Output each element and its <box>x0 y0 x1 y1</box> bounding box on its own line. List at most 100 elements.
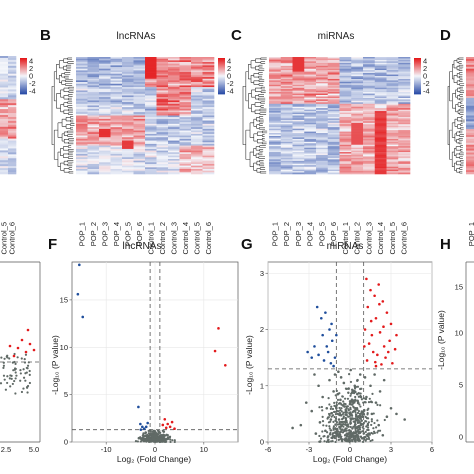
heatmap-cell <box>269 87 282 90</box>
heatmap-cell <box>363 125 376 128</box>
heatmap-cell <box>374 93 387 96</box>
heatmap-cell <box>327 74 340 77</box>
heatmap-cell <box>179 128 192 131</box>
heatmap-cell <box>304 133 317 135</box>
heatmap-cell <box>191 68 203 71</box>
heatmap-cell <box>466 109 474 112</box>
heatmap-cell <box>87 140 100 143</box>
data-point-ns <box>28 381 32 385</box>
heatmap-cell <box>327 146 340 148</box>
heatmap-cell <box>110 172 123 175</box>
heatmap-cell <box>374 92 387 94</box>
heatmap-cell <box>168 87 180 90</box>
heatmap-cell <box>398 131 411 134</box>
heatmap-cell <box>280 130 293 132</box>
heatmap-cell <box>145 127 157 130</box>
heatmap-cell <box>386 147 399 150</box>
data-point-ns <box>344 427 347 430</box>
heatmap-cell <box>145 100 157 103</box>
heatmap-cell <box>398 127 411 129</box>
heatmap-cell <box>292 115 305 118</box>
heatmap-cell <box>168 57 180 59</box>
heatmap-cell <box>374 103 387 106</box>
data-point-ns <box>166 433 169 437</box>
data-point-ns <box>321 430 324 433</box>
heatmap-cell <box>87 147 100 150</box>
data-point-up <box>373 294 376 298</box>
heatmap-cell <box>99 132 111 135</box>
data-point-up <box>381 300 385 303</box>
heatmap-cell <box>191 153 203 156</box>
heatmap-cell <box>122 142 134 145</box>
legend-swatch <box>20 76 27 78</box>
heatmap-cell <box>280 106 293 109</box>
heatmap-cell <box>398 95 411 97</box>
heatmap-cell <box>316 108 329 110</box>
heatmap-b-column-labels: POP_1 POP_2 POP_3 POP_4 POP_5 POP_6 Control_1 C… <box>77 222 213 255</box>
heatmap-cell <box>8 75 17 78</box>
heatmap-cell <box>76 148 88 151</box>
heatmap-cell <box>133 143 146 146</box>
heatmap-cell <box>327 152 340 154</box>
heatmap-cell <box>133 110 146 113</box>
heatmap-cell <box>339 59 352 62</box>
heatmap-cell <box>76 107 88 110</box>
data-point-down <box>320 316 323 320</box>
data-point-ns <box>345 387 348 391</box>
data-point-ns <box>362 432 365 435</box>
heatmap-cell <box>76 143 88 146</box>
heatmap-cell <box>386 102 399 105</box>
heatmap-cell <box>99 172 111 175</box>
heatmap-cell <box>363 165 376 167</box>
heatmap-cell <box>87 148 100 151</box>
heatmap-cell <box>191 83 203 86</box>
heatmap-cell <box>87 107 100 110</box>
heatmap-cell <box>351 157 364 160</box>
data-point-ns <box>330 415 333 418</box>
heatmap-cell <box>292 57 305 59</box>
heatmap-cell <box>374 138 387 141</box>
x-tick-label: -10 <box>101 445 112 454</box>
heatmap-cell <box>304 121 317 124</box>
heatmap-cell <box>76 117 88 120</box>
heatmap-cell <box>398 111 411 113</box>
data-point-ns <box>355 426 359 430</box>
data-point-ns <box>338 406 341 410</box>
heatmap-cell <box>168 72 180 75</box>
heatmap-cell <box>0 142 9 145</box>
heatmap-cell <box>386 57 399 59</box>
heatmap-cell <box>133 125 146 128</box>
heatmap-cell <box>8 146 17 149</box>
heatmap-cell <box>202 120 215 123</box>
heatmap-cell <box>292 147 305 150</box>
heatmap-cell <box>145 87 157 90</box>
heatmap-cell <box>110 93 123 96</box>
heatmap-cell <box>145 57 157 59</box>
data-point-ns <box>333 373 337 376</box>
heatmap-column-label: Control_6 <box>400 222 409 255</box>
heatmap-cell <box>280 146 293 148</box>
heatmap-cell <box>76 92 88 95</box>
heatmap-cell <box>292 103 305 106</box>
data-point-ns <box>362 401 365 404</box>
heatmap-column-label: Control_2 <box>353 222 362 255</box>
heatmap-cell <box>269 76 282 78</box>
heatmap-cell <box>398 83 411 86</box>
legend-swatch <box>20 71 27 73</box>
legend-swatch <box>20 92 27 94</box>
data-point-down <box>76 292 80 296</box>
heatmap-cell <box>363 135 376 138</box>
heatmap-cell <box>327 160 340 163</box>
heatmap-cell <box>202 95 215 98</box>
panel-a-partial: 420-2-4 Control_5 Control_6 <box>0 56 36 255</box>
heatmap-cell <box>466 64 474 68</box>
heatmap-cell <box>156 132 169 135</box>
heatmap-cell <box>316 115 329 118</box>
heatmap-cell <box>269 102 282 105</box>
heatmap-cell <box>363 103 376 106</box>
heatmap-cell <box>374 146 387 148</box>
heatmap-cell <box>122 97 134 100</box>
heatmap-cell <box>363 71 376 74</box>
heatmap-cell <box>145 118 157 121</box>
data-point-down <box>144 425 148 429</box>
